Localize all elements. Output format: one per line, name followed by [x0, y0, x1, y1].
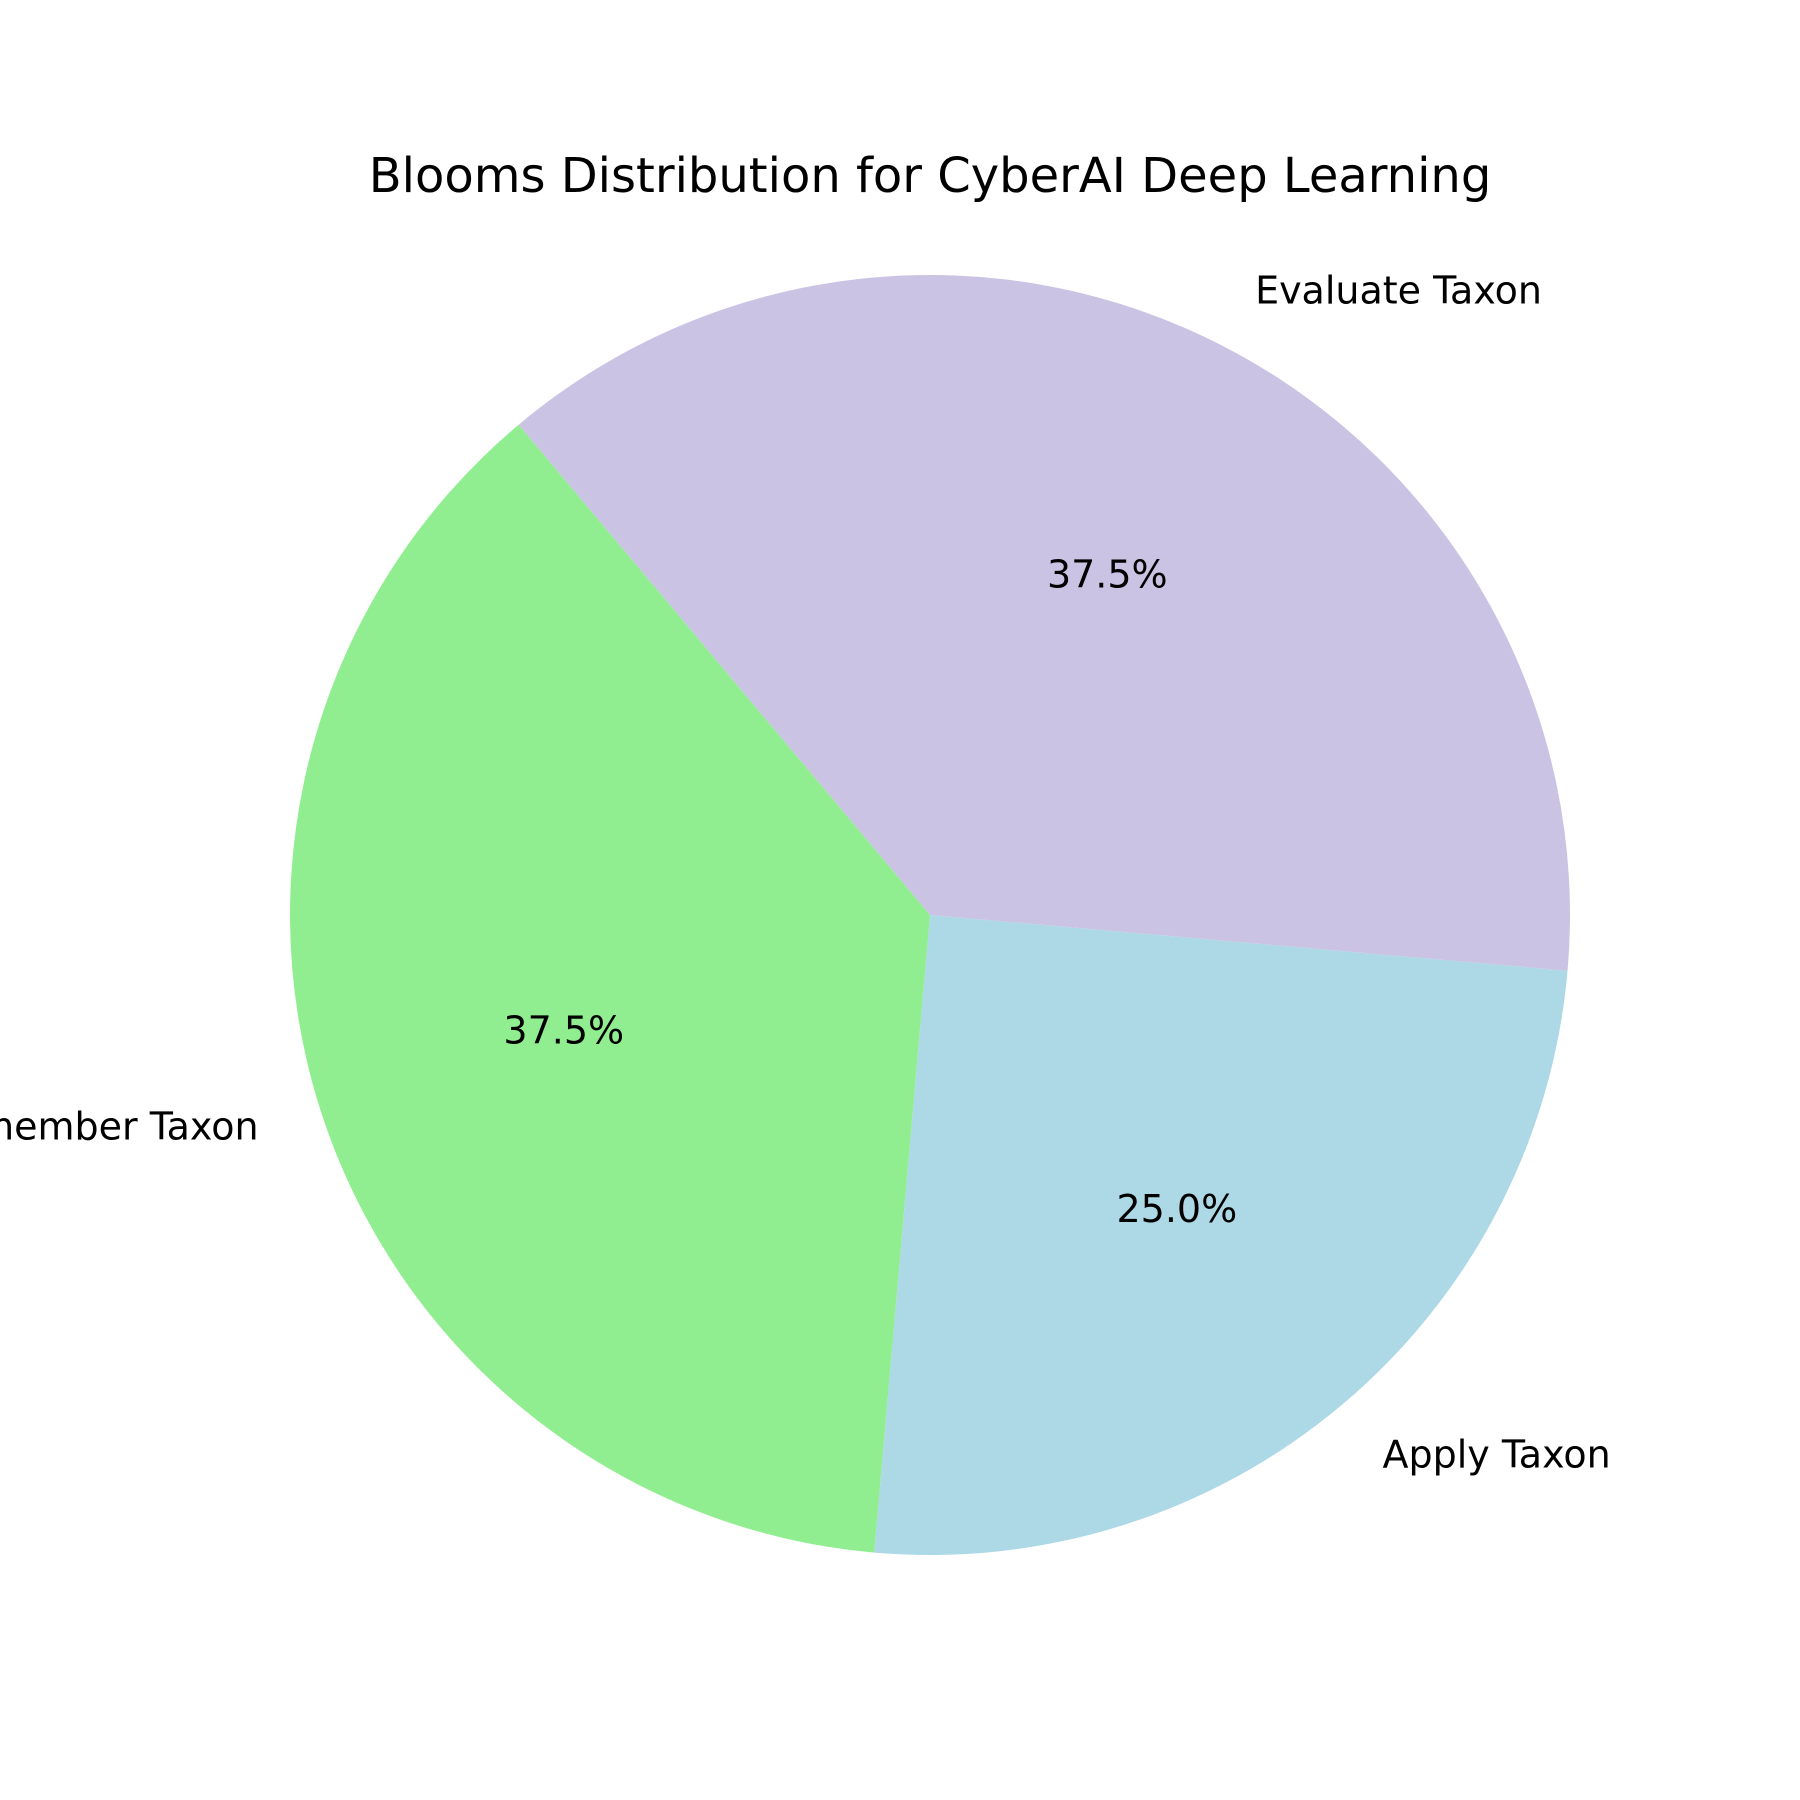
- pct-label-apply-taxon: 25.0%: [1116, 1187, 1237, 1231]
- chart-title: Blooms Distribution for CyberAI Deep Lea…: [369, 148, 1492, 204]
- pie-slice-apply-taxon: [874, 915, 1568, 1555]
- slices-layer: [290, 274, 1570, 1555]
- pie-slice-remember-taxon: [290, 424, 930, 1553]
- pct-label-evaluate-taxon: 37.5%: [1047, 552, 1168, 596]
- slice-label-remember-taxon: Remember Taxon: [0, 1105, 259, 1149]
- pct-label-remember-taxon: 37.5%: [503, 1008, 624, 1052]
- pie-slice-evaluate-taxon: [518, 274, 1570, 971]
- slice-label-evaluate-taxon: Evaluate Taxon: [1255, 269, 1542, 313]
- labels-layer: 25.0% Apply Taxon 37.5% Evaluate Taxon 37.5%…: [0, 269, 1611, 1477]
- slice-label-apply-taxon: Apply Taxon: [1383, 1432, 1611, 1476]
